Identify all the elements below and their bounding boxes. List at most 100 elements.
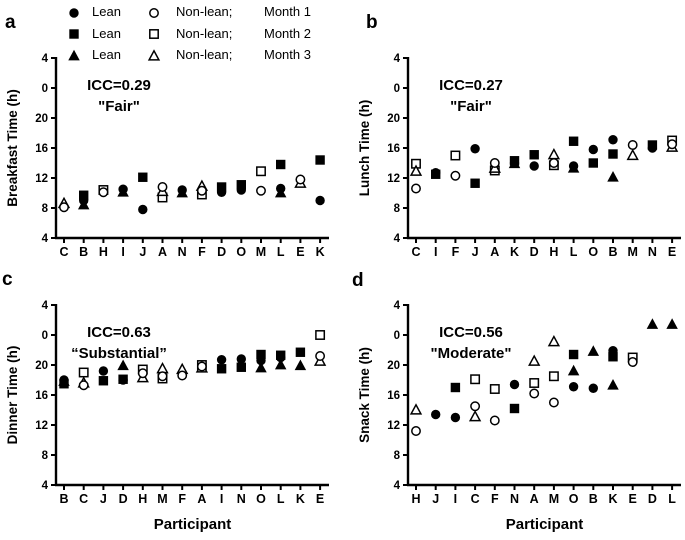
participant-label: M [157,492,167,506]
data-point-M [256,166,266,177]
participant-label: D [530,245,539,259]
y-tick-label: 20 [35,113,48,125]
participant-label: A [197,492,206,506]
data-point-N [509,403,520,414]
y-tick-label: 16 [387,143,400,155]
data-point-O [567,364,580,376]
data-point-J [470,144,480,154]
participant-label: F [198,245,206,259]
data-point-F [450,170,461,181]
y-tick-label: 0 [42,330,48,342]
y-tick-label: 0 [42,83,48,95]
data-point-B [607,170,619,182]
y-tick-label: 16 [387,390,400,402]
y-tick-label: 20 [35,360,48,372]
participant-label: L [668,492,676,506]
y-tick-label: 4 [394,53,401,65]
data-point-N [236,362,247,372]
legend-month-2-label: Month 2 [264,25,311,41]
breakfast-time-chart: 4 8 12 16 20 0 4 C B H I J A N F D O M L E K Breakfast Time (… [4,50,334,267]
data-point-I [216,364,227,374]
data-point-I [450,412,461,423]
participant-label: N [237,492,246,506]
participant-label: E [668,245,676,259]
participant-label: D [648,492,657,506]
y-tick-label: 4 [42,53,49,65]
y-tick-label: 0 [394,83,400,95]
square-glyph [149,29,159,40]
data-point-D [529,150,539,160]
data-point-M [626,148,639,161]
participant-label: I [454,492,457,506]
data-point-C [59,202,69,213]
icc-rating: "Fair" [98,98,140,115]
data-point-O [568,349,579,360]
data-point-L [666,318,678,329]
data-point-H [137,368,148,379]
data-point-M [548,397,559,408]
data-point-E [667,139,678,150]
participant-label: C [79,492,88,506]
snack-time-chart: 4 8 12 16 20 0 4 H J I C F N A M O B K E D L Snack Time (h) IC… [356,297,685,540]
square-glyph [69,29,79,39]
y-tick-label: 12 [387,173,400,185]
panel-c-label: c [2,269,13,290]
data-point-F [489,415,500,426]
data-point-I [216,355,227,365]
y-axis-title: Snack Time (h) [357,347,372,443]
participant-label: O [588,245,598,259]
data-point-A [529,388,540,399]
triangle-glyph [68,49,80,61]
data-point-A [196,361,207,372]
data-point-K [608,352,618,362]
participant-label: B [589,492,598,506]
participant-label: J [100,492,107,506]
y-tick-label: 12 [35,173,48,185]
legend-lean-label-2: Lean [92,25,121,41]
y-tick-label: 16 [35,143,48,155]
data-point-A [529,378,540,388]
y-tick-label: 8 [394,450,401,462]
participant-label: I [434,245,437,259]
icc-value: ICC=0.27 [439,77,503,94]
triangle-glyph [147,48,161,61]
data-point-O [255,361,267,373]
participant-label: N [178,245,187,259]
participant-label: N [510,492,519,506]
y-tick-label: 20 [387,113,400,125]
participant-label: O [236,245,246,259]
participant-label: A [158,245,167,259]
participant-label: N [648,245,657,259]
y-tick-label: 4 [394,300,401,312]
x-axis-title: Participant [506,516,584,533]
legend-nonlean-label-3: Non-lean; [176,47,233,63]
data-point-F [450,150,461,161]
participant-label: H [99,245,108,259]
participant-label: L [277,245,285,259]
data-point-I [431,169,441,179]
participant-label: M [549,492,559,506]
data-point-I [450,382,461,393]
data-point-M [157,371,168,382]
participant-label: E [629,492,637,506]
y-axis-title: Lunch Time (h) [357,100,372,197]
legend-lean-label-1: Lean [92,4,121,20]
y-tick-label: 12 [35,420,48,432]
participant-label: I [121,245,124,259]
participant-label: B [608,245,617,259]
nonlean-triangle-icon [146,47,176,63]
icc-rating: "Moderate" [431,345,512,362]
data-point-K [315,195,325,206]
open-circle-marker [149,7,159,18]
data-point-J [138,204,148,215]
participant-label: D [119,492,128,506]
data-point-N [509,379,520,390]
data-point-D [646,318,659,329]
data-point-K [509,158,520,168]
data-point-K [315,155,325,165]
legend-month-3-label: Month 3 [264,47,311,63]
participant-label: C [471,492,480,506]
participant-label: L [570,245,578,259]
data-point-I [118,184,128,194]
